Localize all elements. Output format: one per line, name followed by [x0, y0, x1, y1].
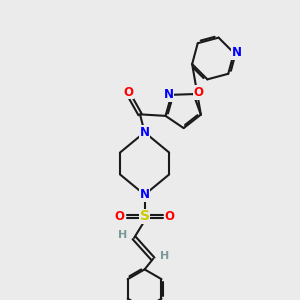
Text: O: O	[194, 86, 204, 99]
Text: O: O	[123, 86, 133, 99]
Text: H: H	[118, 230, 127, 241]
Text: S: S	[140, 209, 150, 223]
Text: H: H	[160, 251, 169, 261]
Text: N: N	[232, 46, 242, 59]
Text: O: O	[115, 210, 125, 223]
Text: O: O	[164, 210, 175, 223]
Text: N: N	[140, 126, 150, 139]
Text: N: N	[140, 188, 150, 201]
Text: N: N	[164, 88, 173, 101]
